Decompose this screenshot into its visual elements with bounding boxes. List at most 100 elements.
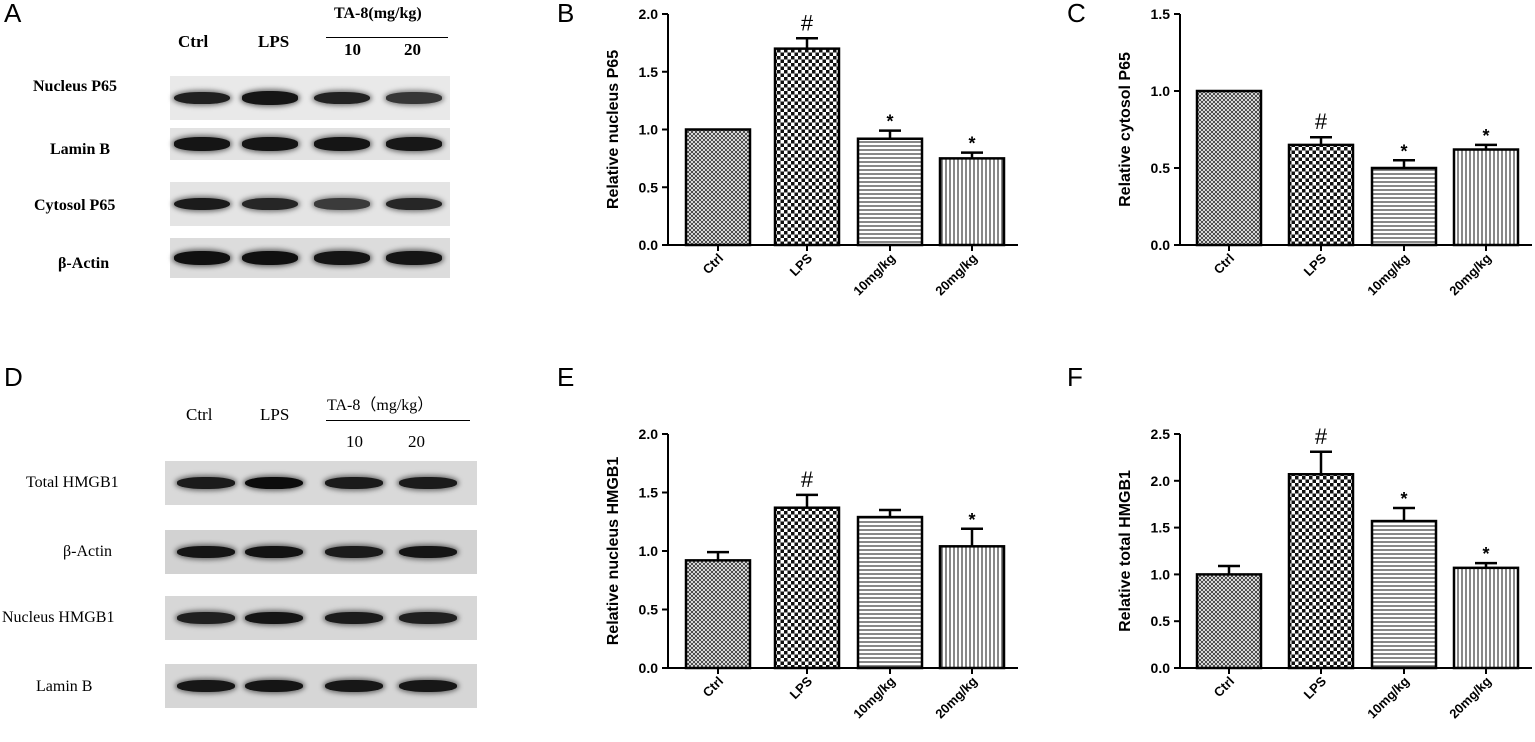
lane-label-lps-d: LPS: [260, 405, 290, 424]
y-tick-label: 1.0: [639, 122, 659, 138]
bar-lps: [773, 47, 841, 247]
blot-band: [174, 91, 230, 105]
significance-star: *: [1400, 141, 1407, 161]
significance-star: *: [968, 510, 975, 530]
y-axis-label: Relative cytosol P65: [1117, 52, 1134, 207]
lane-label-ctrl-d: Ctrl: [186, 405, 213, 424]
lane-label-ctrl: Ctrl: [178, 32, 209, 51]
panel-letter-e: E: [557, 362, 575, 392]
blot-band: [386, 251, 442, 265]
row-label-cytosol-p65: Cytosol P65: [34, 197, 116, 214]
y-axis-label: Relative nucleus P65: [605, 50, 622, 209]
significance-star: *: [1482, 126, 1489, 146]
x-tick-label: 20mg/kg: [932, 250, 980, 298]
bar-10mgkg: [1370, 519, 1438, 670]
x-tick-label: 10mg/kg: [850, 250, 898, 298]
y-tick-label: 0.0: [639, 237, 659, 253]
x-tick-label: Ctrl: [1211, 251, 1237, 277]
x-tick-label: 20mg/kg: [1446, 673, 1494, 721]
blot-band: [174, 137, 230, 151]
y-tick-label: 1.5: [639, 64, 659, 80]
x-tick-label: Ctrl: [700, 674, 726, 700]
x-tick-label: 10mg/kg: [1364, 673, 1412, 721]
y-tick-label: 1.0: [1151, 83, 1171, 99]
row-label-beta-actin-d: β-Actin: [63, 543, 113, 560]
y-tick-label: 1.5: [639, 485, 659, 501]
blot-band: [177, 477, 235, 489]
y-tick-label: 1.0: [1151, 566, 1171, 582]
bar-10mgkg: [1370, 166, 1438, 247]
blot-band: [399, 612, 457, 624]
y-tick-label: 0.5: [1151, 613, 1171, 629]
x-tick-label: LPS: [1301, 250, 1330, 279]
y-tick-label: 2.0: [1151, 473, 1171, 489]
panel-letter-f: F: [1067, 362, 1083, 392]
blot-band: [399, 477, 457, 489]
lane-label-20-d: 20: [408, 432, 425, 451]
y-tick-label: 1.5: [1151, 6, 1171, 22]
y-tick-label: 2.0: [639, 6, 659, 22]
significance-star: *: [1400, 489, 1407, 509]
blot-band: [386, 137, 442, 151]
blot-band: [325, 477, 383, 489]
x-tick-label: 10mg/kg: [850, 673, 898, 721]
y-axis-label: Relative total HMGB1: [1117, 470, 1134, 632]
significance-hash: #: [1315, 109, 1328, 134]
y-tick-label: 1.5: [1151, 520, 1171, 536]
y-tick-label: 0.5: [639, 602, 659, 618]
blot-band: [314, 137, 370, 151]
blot-band: [242, 91, 298, 105]
bar-lps: [1287, 472, 1355, 670]
row-label-nucleus-hmgb1: Nucleus HMGB1: [2, 609, 115, 626]
blot-band: [242, 251, 298, 265]
significance-star: *: [886, 112, 893, 132]
y-tick-label: 0.5: [1151, 160, 1171, 176]
x-tick-label: 20mg/kg: [1446, 250, 1494, 298]
y-tick-label: 0.0: [1151, 660, 1171, 676]
lane-label-10-d: 10: [346, 432, 363, 451]
bar-10mgkg: [856, 515, 924, 670]
row-label-lamin-b: Lamin B: [50, 141, 111, 158]
blot-band: [399, 679, 457, 693]
significance-hash: #: [1315, 424, 1328, 449]
blot-band: [399, 545, 457, 559]
blot-band: [314, 198, 370, 210]
treatment-label-d: TA-8（mg/kg）: [327, 397, 434, 414]
panel-letter-b: B: [557, 0, 575, 28]
bar-20mgkg: [1452, 148, 1520, 247]
bar-lps: [773, 506, 841, 670]
bar-20mgkg: [938, 545, 1006, 670]
row-label-lamin-b-d: Lamin B: [36, 678, 93, 695]
blot-band: [242, 197, 298, 211]
x-tick-label: Ctrl: [1211, 674, 1237, 700]
bar-ctrl: [684, 128, 752, 247]
blot-band: [314, 251, 370, 265]
y-tick-label: 0.0: [1151, 237, 1171, 253]
significance-hash: #: [801, 10, 814, 35]
bar-ctrl: [1195, 89, 1263, 247]
blot-band: [245, 679, 303, 693]
significance-star: *: [968, 134, 975, 154]
x-tick-label: 20mg/kg: [932, 673, 980, 721]
significance-hash: #: [801, 467, 814, 492]
y-tick-label: 0.5: [639, 179, 659, 195]
y-tick-label: 2.0: [639, 426, 659, 442]
y-tick-label: 0.0: [639, 660, 659, 676]
x-tick-label: Ctrl: [700, 251, 726, 277]
bar-10mgkg: [856, 137, 924, 247]
row-label-nucleus-p65: Nucleus P65: [33, 78, 117, 95]
treatment-label: TA-8(mg/kg): [334, 5, 422, 22]
blot-band: [174, 197, 230, 211]
bar-ctrl: [1195, 573, 1263, 670]
panel-letter-c: C: [1067, 0, 1086, 28]
treatment-underline-d: [326, 420, 470, 421]
x-tick-label: LPS: [1301, 673, 1330, 702]
blot-band: [325, 546, 383, 558]
y-axis-label: Relative nucleus HMGB1: [605, 457, 622, 646]
x-tick-label: 10mg/kg: [1364, 250, 1412, 298]
blot-band: [177, 545, 235, 559]
row-label-total-hmgb1: Total HMGB1: [26, 474, 119, 491]
treatment-underline: [326, 37, 448, 38]
x-tick-label: LPS: [787, 673, 816, 702]
